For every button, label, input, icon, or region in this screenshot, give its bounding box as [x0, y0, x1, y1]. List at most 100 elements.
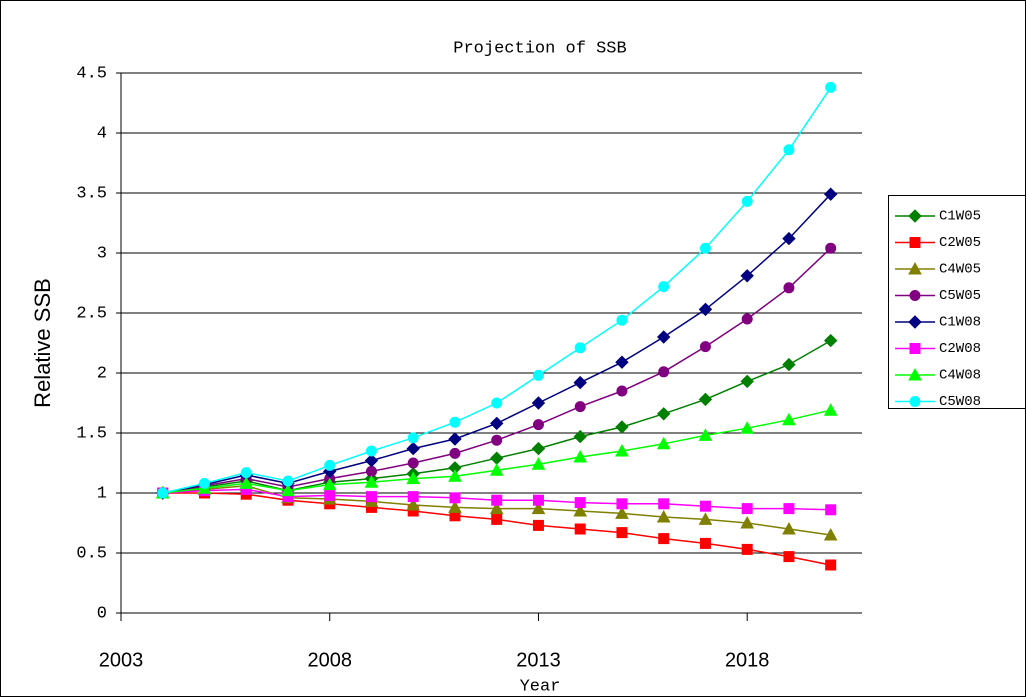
y-tick-label: 1.5	[76, 424, 107, 443]
x-tick-label: 2018	[725, 649, 770, 671]
marker	[406, 441, 420, 456]
legend-label: C5W05	[939, 288, 981, 304]
marker	[491, 434, 503, 446]
marker	[449, 416, 461, 428]
marker	[491, 397, 503, 409]
marker	[448, 469, 462, 482]
marker	[741, 503, 753, 515]
marker	[699, 500, 711, 512]
marker	[239, 476, 254, 489]
marker	[825, 504, 837, 516]
legend-label: C2W08	[939, 341, 981, 357]
marker	[532, 519, 544, 531]
y-tick-label: 2.5	[76, 304, 107, 323]
marker	[364, 475, 379, 488]
marker	[823, 333, 838, 348]
marker	[658, 498, 670, 510]
marker	[823, 403, 838, 416]
marker	[699, 537, 711, 549]
marker	[490, 416, 504, 431]
x-tick-label: 2003	[99, 649, 144, 671]
marker	[615, 420, 629, 434]
marker	[825, 242, 837, 254]
marker	[783, 282, 795, 294]
marker	[825, 81, 837, 93]
marker	[449, 447, 461, 459]
marker	[782, 521, 796, 535]
marker	[574, 401, 586, 413]
marker	[783, 503, 795, 515]
marker	[157, 487, 169, 499]
marker	[281, 483, 295, 497]
y-tick-label: 0.5	[76, 544, 107, 563]
chart-title: Projection of SSB	[453, 39, 626, 58]
marker	[740, 269, 754, 283]
marker	[573, 429, 587, 444]
marker	[656, 407, 671, 421]
marker	[324, 489, 336, 501]
marker	[615, 443, 629, 457]
y-tick-label: 3.5	[76, 184, 107, 203]
legend-marker	[908, 315, 922, 329]
marker	[531, 457, 546, 470]
marker	[240, 467, 252, 479]
marker	[783, 144, 795, 156]
marker	[574, 342, 586, 354]
y-axis-label: Relative SSB	[30, 278, 55, 408]
marker	[532, 369, 544, 381]
marker	[782, 412, 796, 426]
marker	[407, 432, 419, 444]
legend-label: C1W08	[939, 315, 981, 331]
legend-label: C5W08	[939, 394, 981, 410]
marker	[656, 509, 671, 523]
marker	[324, 459, 336, 471]
marker	[449, 492, 461, 504]
marker	[198, 477, 210, 489]
marker	[574, 523, 586, 535]
marker	[448, 432, 462, 446]
marker	[282, 475, 294, 487]
marker	[658, 533, 670, 545]
marker	[656, 330, 671, 344]
marker	[491, 494, 503, 506]
marker	[489, 463, 504, 476]
marker	[365, 491, 377, 503]
legend-marker	[908, 367, 922, 381]
legend-marker	[909, 237, 921, 248]
marker	[616, 498, 628, 510]
marker	[573, 375, 587, 390]
y-tick-label: 1	[97, 484, 107, 503]
marker	[783, 551, 795, 563]
marker	[573, 503, 588, 517]
x-tick-label: 2013	[516, 649, 561, 671]
marker	[491, 513, 503, 525]
marker	[406, 497, 421, 511]
marker	[741, 543, 753, 555]
marker	[823, 527, 838, 541]
marker	[740, 374, 754, 389]
marker	[365, 465, 377, 477]
legend-marker	[908, 261, 922, 275]
marker	[364, 453, 379, 468]
marker	[698, 392, 713, 407]
marker	[531, 396, 546, 410]
marker	[322, 477, 337, 491]
marker	[698, 302, 713, 317]
legend-marker	[909, 343, 921, 354]
legend-label: C4W05	[939, 262, 981, 278]
marker	[532, 419, 544, 431]
marker	[782, 231, 796, 246]
marker	[782, 357, 796, 372]
marker	[823, 187, 838, 201]
marker	[825, 559, 837, 571]
marker	[615, 355, 629, 369]
marker	[407, 457, 419, 469]
legend-label: C1W05	[939, 209, 981, 225]
x-tick-label: 2008	[307, 649, 352, 671]
legend-marker	[908, 209, 922, 223]
y-tick-label: 4	[97, 124, 107, 143]
marker	[573, 449, 588, 463]
marker	[740, 421, 755, 434]
legend-marker	[909, 290, 921, 301]
